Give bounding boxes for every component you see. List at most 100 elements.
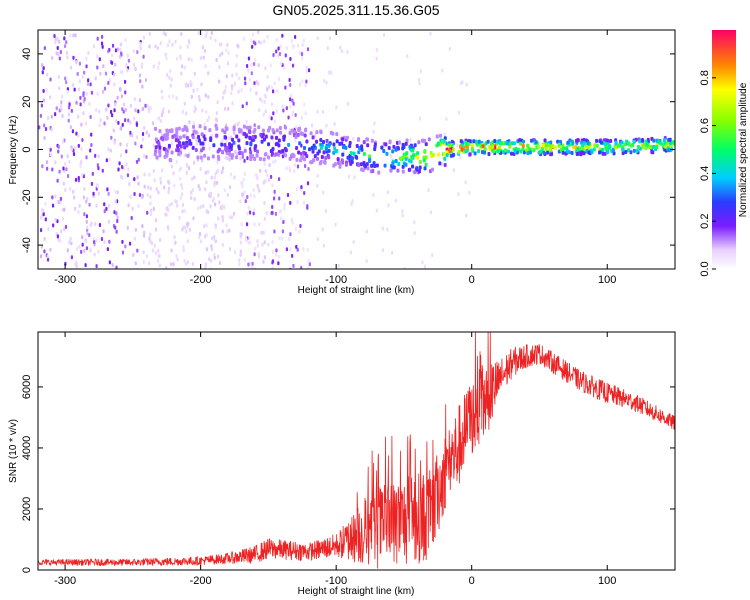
heatmap-cell — [204, 93, 207, 98]
heatmap-cell — [211, 154, 215, 159]
heatmap-cell — [220, 142, 224, 147]
heatmap-cell — [332, 150, 336, 155]
heatmap-cell — [174, 199, 177, 204]
heatmap-cell — [291, 220, 294, 225]
heatmap-cell — [587, 150, 591, 155]
heatmap-cell — [493, 138, 497, 143]
heatmap-cell — [181, 64, 184, 69]
heatmap-cell — [316, 236, 319, 241]
heatmap-cell — [274, 192, 277, 197]
heatmap-cell — [249, 87, 252, 92]
heatmap-cell — [419, 69, 422, 74]
heatmap-cell — [385, 151, 389, 156]
heatmap-cell — [247, 205, 250, 210]
heatmap-cell — [208, 193, 211, 198]
heatmap-cell — [299, 224, 302, 229]
heatmap-cell — [468, 190, 471, 195]
heatmap-cell — [325, 123, 328, 128]
heatmap-cell — [152, 207, 155, 212]
heatmap-cell — [138, 98, 141, 103]
heatmap-cell — [175, 159, 178, 164]
heatmap-cell — [197, 206, 200, 211]
heatmap-cell — [652, 138, 656, 143]
heatmap-cell — [193, 175, 196, 180]
heatmap-cell — [158, 263, 161, 268]
heatmap-cell — [288, 237, 291, 242]
heatmap-cell — [626, 148, 630, 153]
y-tick-label: 6000 — [21, 375, 33, 399]
heatmap-cell — [329, 70, 333, 75]
heatmap-cell — [632, 139, 636, 144]
heatmap-cell — [496, 148, 500, 153]
heatmap-cell — [335, 132, 339, 137]
heatmap-cell — [179, 54, 182, 59]
heatmap-cell — [439, 133, 443, 138]
heatmap-cell — [340, 49, 343, 54]
heatmap-cell — [161, 168, 164, 173]
heatmap-cell — [90, 90, 94, 95]
heatmap-cell — [415, 166, 419, 171]
heatmap-cell — [221, 218, 225, 223]
heatmap-cell — [175, 253, 178, 258]
heatmap-cell — [424, 142, 428, 147]
heatmap-cell — [649, 145, 653, 150]
heatmap-cell — [375, 48, 378, 53]
heatmap-cell — [422, 158, 426, 163]
heatmap-cell — [472, 139, 476, 144]
heatmap-cell — [201, 108, 204, 113]
heatmap-cell — [242, 36, 246, 41]
heatmap-cell — [41, 70, 44, 75]
heatmap-cell — [132, 49, 135, 54]
heatmap-cell — [278, 196, 281, 201]
heatmap-cell — [320, 155, 324, 160]
heatmap-cell — [268, 178, 271, 183]
heatmap-cell — [67, 112, 71, 117]
heatmap-cell — [254, 57, 257, 62]
heatmap-cell — [249, 261, 252, 266]
heatmap-cell — [83, 212, 86, 217]
heatmap-cell — [612, 151, 616, 156]
heatmap-cell — [160, 113, 164, 118]
heatmap-cell — [306, 47, 310, 52]
heatmap-cell — [644, 146, 648, 151]
heatmap-cell — [308, 262, 311, 267]
heatmap-cell — [582, 141, 586, 146]
heatmap-cell — [291, 98, 294, 103]
heatmap-cell — [114, 190, 117, 195]
heatmap-cell — [311, 135, 315, 140]
heatmap-cell — [267, 84, 271, 89]
heatmap-cell — [138, 193, 142, 198]
heatmap-cell — [92, 191, 95, 196]
heatmap-cell — [322, 243, 325, 248]
heatmap-cell — [223, 142, 227, 147]
heatmap-cell — [143, 154, 146, 159]
heatmap-cell — [60, 154, 63, 159]
heatmap-cell — [164, 151, 168, 156]
heatmap-cell — [247, 56, 251, 61]
heatmap-cell — [192, 129, 196, 134]
heatmap-cell — [90, 181, 94, 186]
heatmap-cell — [457, 110, 461, 115]
heatmap-cell — [54, 112, 57, 117]
heatmap-cell — [77, 210, 80, 215]
snr-series-line — [38, 332, 675, 569]
heatmap-cell — [95, 238, 98, 243]
heatmap-cell — [289, 247, 292, 252]
heatmap-cell — [58, 238, 62, 243]
heatmap-cell — [170, 77, 173, 82]
heatmap-cell — [437, 152, 441, 157]
colorbar-gradient — [712, 30, 736, 269]
heatmap-cell — [134, 67, 137, 72]
heatmap-cell — [370, 163, 374, 168]
heatmap-cell — [243, 76, 247, 81]
heatmap-cell — [386, 227, 389, 232]
heatmap-cell — [506, 141, 510, 146]
heatmap-cell — [167, 109, 171, 114]
heatmap-cell — [170, 201, 173, 206]
heatmap-cell — [98, 123, 101, 128]
heatmap-cell — [392, 144, 396, 149]
heatmap-cell — [305, 65, 308, 70]
heatmap-cell — [152, 169, 155, 174]
heatmap-cell — [341, 152, 345, 157]
heatmap-cell — [166, 225, 170, 230]
